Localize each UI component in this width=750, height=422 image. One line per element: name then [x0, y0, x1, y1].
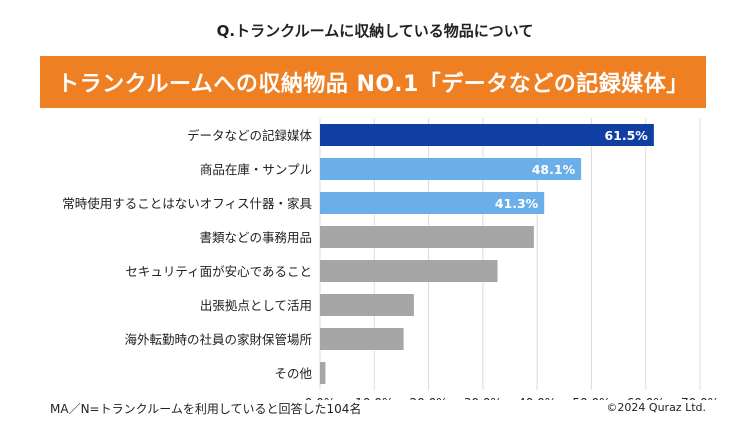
category-label: 出張拠点として活用: [200, 298, 312, 313]
x-tick-label: 0.0%: [305, 396, 336, 400]
x-tick-label: 20.0%: [410, 396, 448, 400]
value-labels: 61.5% 48.1% 41.3%: [495, 128, 648, 211]
bar: [320, 226, 534, 248]
bar: [320, 294, 414, 316]
copyright: ©2024 Quraz Ltd.: [606, 401, 706, 414]
data-label: 48.1%: [532, 162, 576, 177]
bars: [320, 124, 654, 384]
sample-note: MA／N=トランクルームを利用していると回答した104名: [50, 402, 362, 416]
x-axis-ticks: 0.0% 10.0% 20.0% 30.0% 40.0% 50.0% 60.0% 70.0%: [305, 396, 719, 400]
category-label: その他: [274, 366, 312, 381]
bar-chart: データなどの記録媒体商品在庫・サンプル常時使用することはないオフィス什器・家具書…: [62, 118, 719, 400]
bar: [320, 362, 326, 384]
x-tick-label: 60.0%: [627, 396, 665, 400]
x-tick-label: 40.0%: [518, 396, 556, 400]
category-label: セキュリティ面が安心であること: [125, 264, 312, 279]
data-label: 61.5%: [604, 128, 648, 143]
x-tick-label: 30.0%: [464, 396, 502, 400]
question-title: Q.トランクルームに収納している物品について: [216, 22, 534, 40]
x-tick-label: 70.0%: [681, 396, 719, 400]
bar: [320, 328, 404, 350]
bar: [320, 124, 654, 146]
bar: [320, 192, 545, 214]
category-label: データなどの記録媒体: [187, 128, 313, 143]
data-label: 41.3%: [495, 196, 539, 211]
x-tick-label: 50.0%: [572, 396, 610, 400]
category-label: 常時使用することはないオフィス什器・家具: [62, 196, 312, 211]
headline-banner: トランクルームへの収納物品 NO.1「データなどの記録媒体」: [40, 56, 706, 108]
category-label: 書類などの事務用品: [199, 230, 312, 245]
bar: [320, 158, 582, 180]
category-labels: データなどの記録媒体商品在庫・サンプル常時使用することはないオフィス什器・家具書…: [62, 128, 312, 381]
x-tick-label: 10.0%: [355, 396, 393, 400]
bar: [320, 260, 498, 282]
category-label: 商品在庫・サンプル: [200, 162, 312, 177]
category-label: 海外転勤時の社員の家財保管場所: [124, 332, 312, 347]
